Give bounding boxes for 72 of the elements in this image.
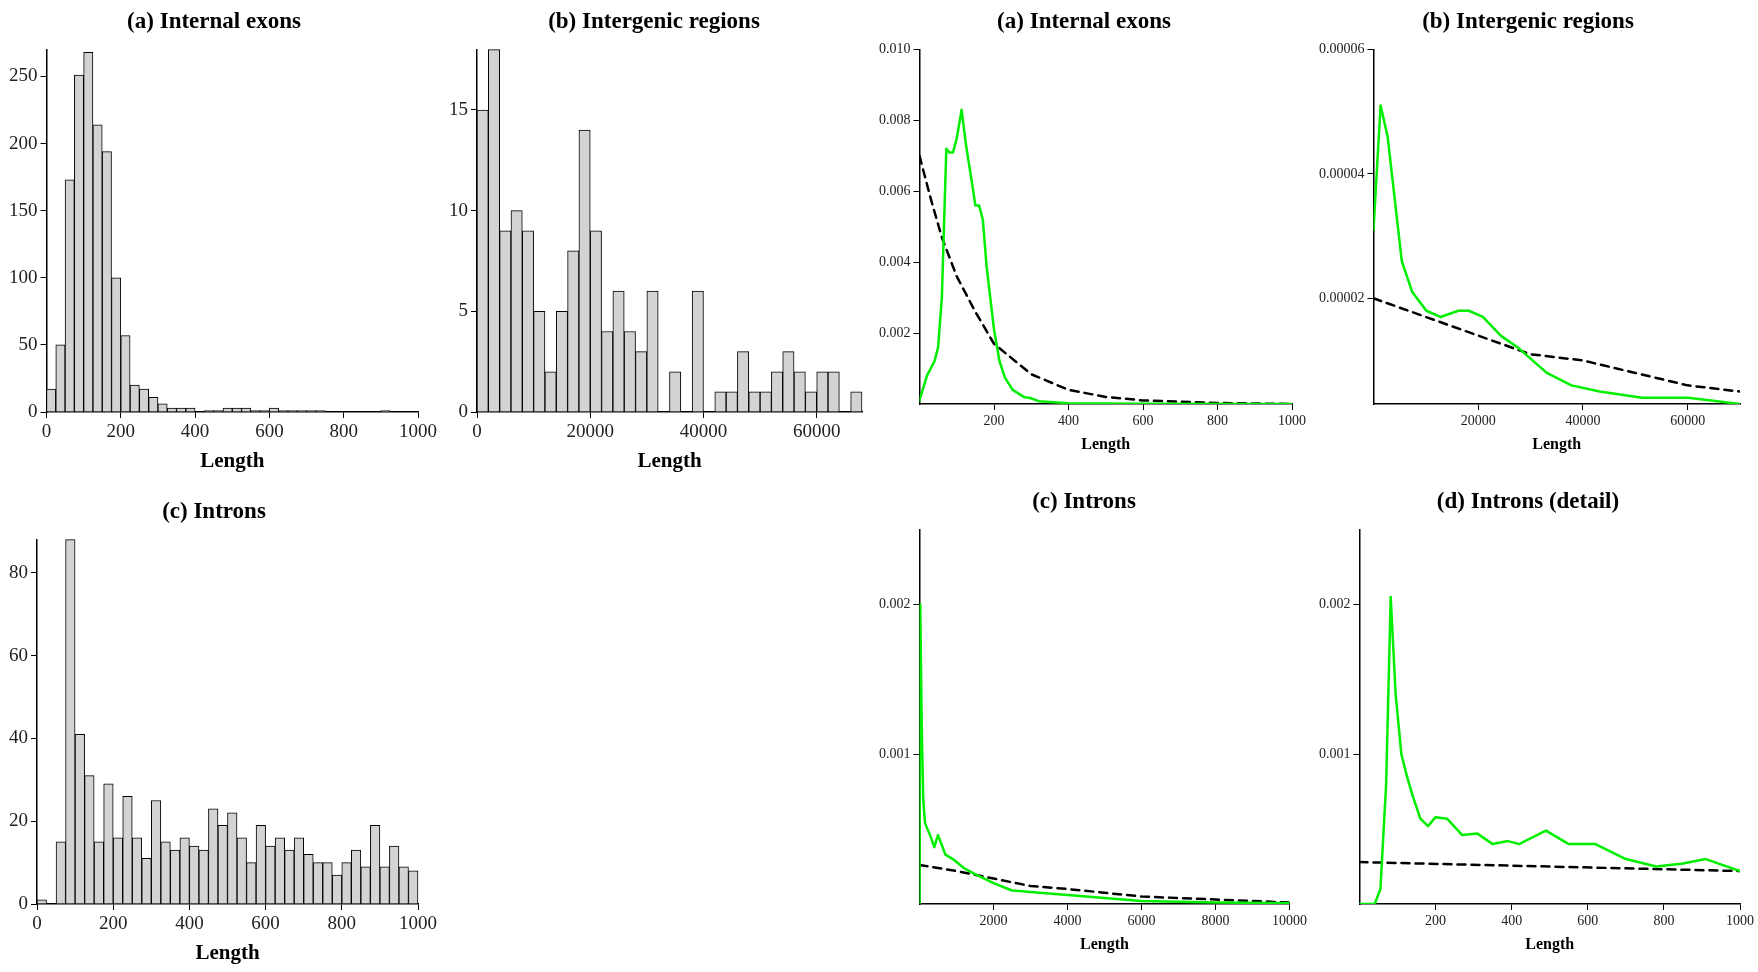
x-tick-label: 800 <box>1207 413 1228 429</box>
y-tick-label: 0.002 <box>879 596 911 612</box>
x-tick-label: 200 <box>106 420 136 442</box>
x-tick-label: 20000 <box>1460 413 1496 429</box>
x-tick-label: 60000 <box>792 420 841 442</box>
x-tick-label: 1000 <box>1726 913 1754 929</box>
x-tick-label: 400 <box>1058 413 1079 429</box>
x-tick-label: 10000 <box>1272 913 1307 929</box>
x-tick-label: 8000 <box>1201 913 1230 929</box>
y-tick-label: 10 <box>449 198 468 220</box>
y-tick-label: 0.002 <box>879 324 911 340</box>
y-tick-label: 5 <box>458 299 468 321</box>
y-tick-label: 0.001 <box>879 745 911 761</box>
x-tick-label: 200 <box>1425 913 1447 929</box>
chart-title: (c) Introns <box>162 497 266 523</box>
x-tick-label: 6000 <box>1127 913 1156 929</box>
y-tick-label: 0.00004 <box>1319 165 1365 181</box>
y-tick-label: 15 <box>449 97 468 119</box>
y-tick-label: 200 <box>9 131 38 153</box>
x-tick-label: 800 <box>327 912 357 934</box>
x-tick-label: 200 <box>983 413 1005 429</box>
y-tick-label: 0.002 <box>1319 596 1351 612</box>
chart-title: (b) Intergenic regions <box>548 7 760 33</box>
x-tick-label: 0 <box>41 420 52 442</box>
x-tick-label: 600 <box>1132 413 1154 429</box>
x-tick-label: 400 <box>175 912 204 934</box>
x-axis-title: Length <box>1081 434 1131 453</box>
chart-title: (b) Intergenic regions <box>1422 7 1634 33</box>
y-tick-label: 50 <box>18 332 38 354</box>
x-tick-label: 600 <box>1577 913 1599 929</box>
x-axis-title: Length <box>1532 434 1582 453</box>
y-tick-label: 250 <box>9 64 38 86</box>
y-tick-label: 0.004 <box>879 253 911 269</box>
x-axis-title: Length <box>195 939 260 964</box>
x-tick-label: 4000 <box>1053 913 1082 929</box>
y-tick-label: 80 <box>9 560 28 582</box>
x-tick-label: 40000 <box>1565 413 1601 429</box>
y-tick-label: 150 <box>9 198 38 220</box>
x-axis-title: Length <box>1525 934 1575 953</box>
x-tick-label: 800 <box>1653 913 1675 929</box>
x-axis-title: Length <box>200 447 265 472</box>
x-tick-label: 200 <box>98 912 128 934</box>
chart-title: (c) Introns <box>1032 487 1136 513</box>
y-tick-label: 0.001 <box>1319 745 1351 761</box>
y-tick-label: 20 <box>9 809 28 831</box>
x-tick-label: 1000 <box>399 420 437 442</box>
y-tick-label: 0 <box>18 891 28 913</box>
x-tick-label: 1000 <box>399 912 437 934</box>
chart-title: (a) Internal exons <box>997 7 1171 33</box>
x-tick-label: 600 <box>251 912 280 934</box>
y-tick-label: 60 <box>9 643 28 665</box>
x-axis-title: Length <box>1080 934 1130 953</box>
y-tick-label: 40 <box>9 726 28 748</box>
x-tick-label: 400 <box>180 420 210 442</box>
y-tick-label: 0.00002 <box>1319 289 1365 305</box>
y-tick-label: 0.008 <box>879 112 911 128</box>
chart-title: (d) Introns (detail) <box>1436 487 1620 513</box>
x-tick-label: 2000 <box>979 913 1008 929</box>
x-tick-label: 400 <box>1501 913 1523 929</box>
x-tick-label: 60000 <box>1670 413 1706 429</box>
chart-title: (a) Internal exons <box>127 7 301 33</box>
x-axis-title: Length <box>637 447 702 472</box>
y-tick-label: 0.00006 <box>1319 41 1365 57</box>
x-tick-label: 600 <box>255 420 284 442</box>
x-tick-label: 0 <box>472 420 482 442</box>
y-tick-label: 0.010 <box>879 41 911 57</box>
x-tick-label: 40000 <box>679 420 728 442</box>
x-tick-label: 20000 <box>566 420 614 442</box>
x-tick-label: 800 <box>329 420 358 442</box>
y-tick-label: 100 <box>9 265 38 287</box>
x-tick-label: 1000 <box>1278 413 1306 429</box>
y-tick-label: 0.006 <box>879 183 911 199</box>
